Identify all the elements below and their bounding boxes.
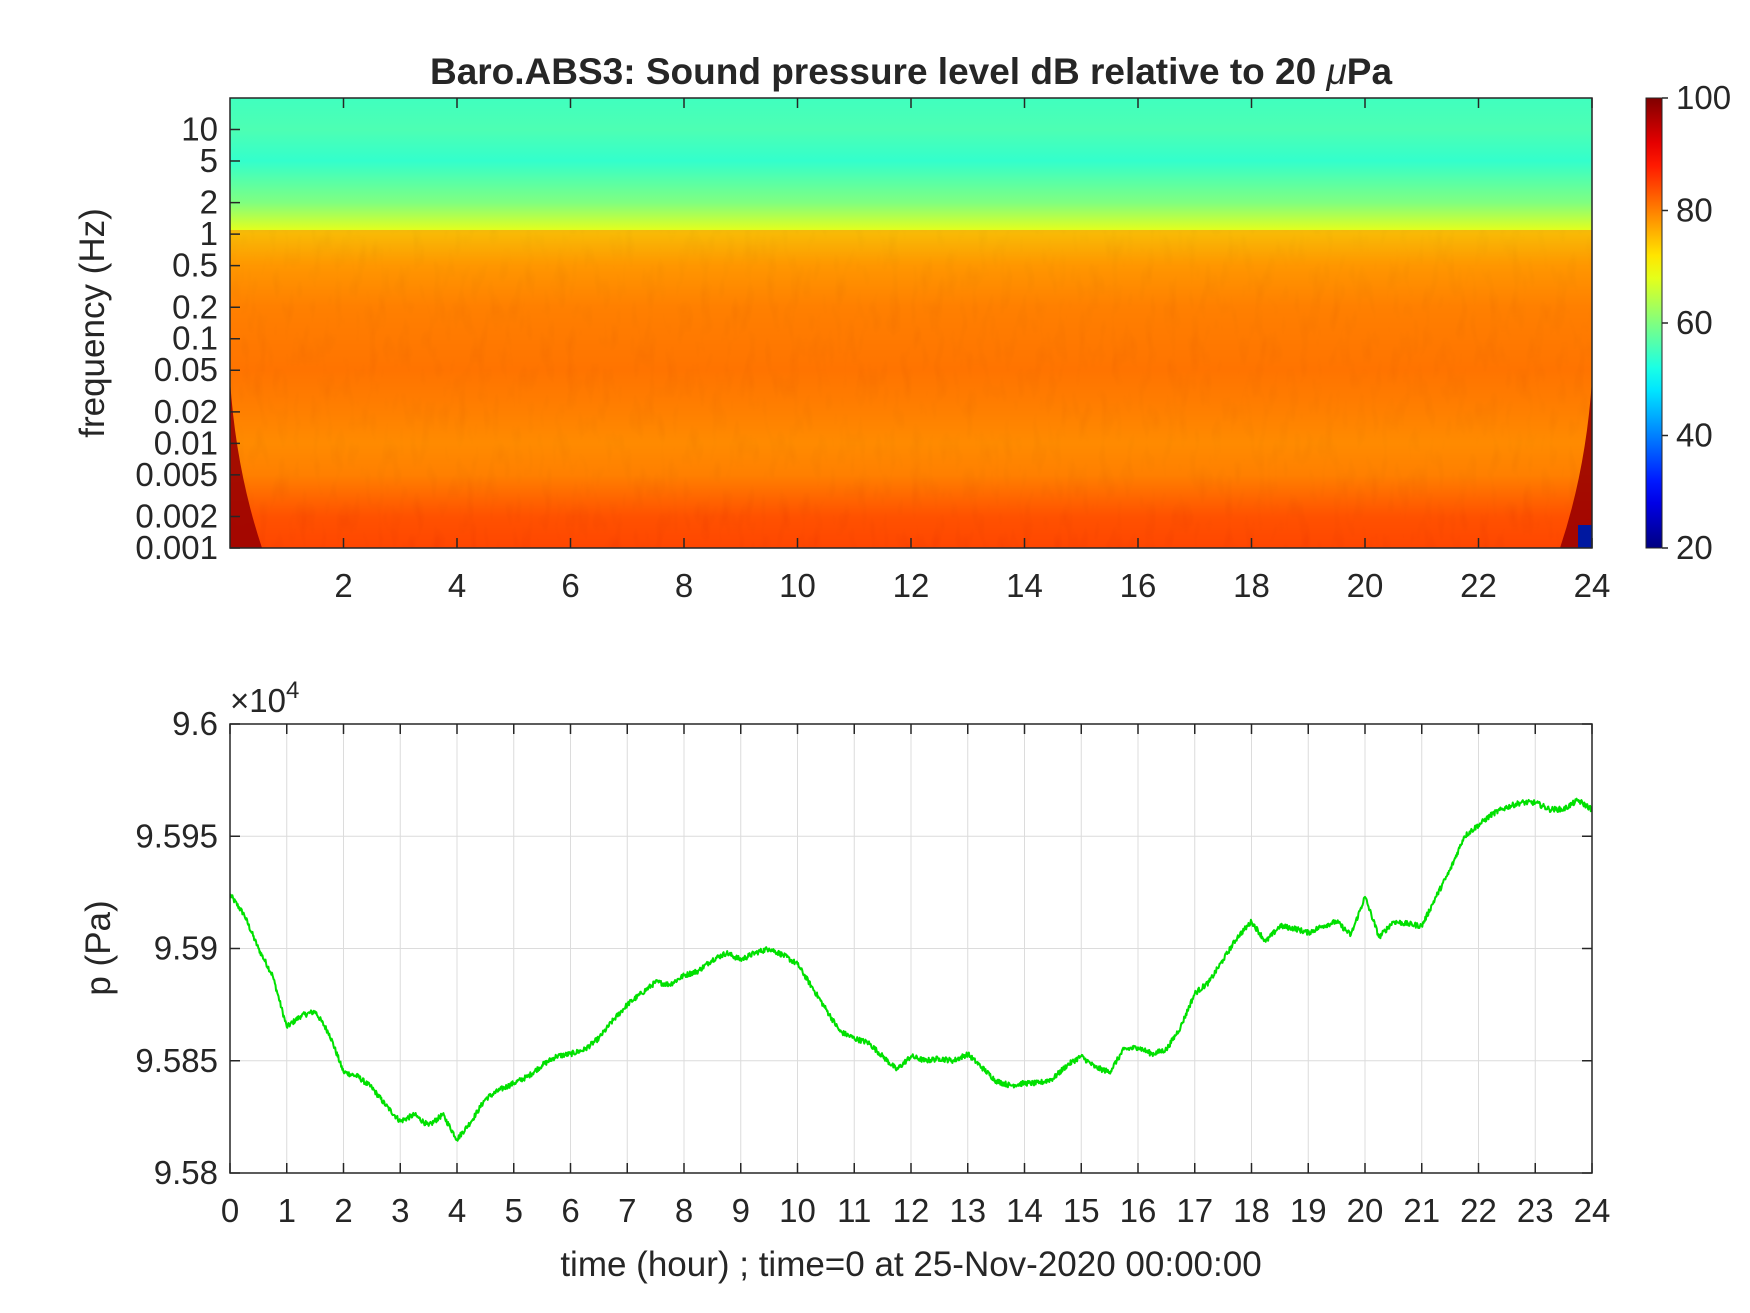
spectrogram-y-tick-label: 0.2 [172, 288, 218, 325]
spectrogram-x-tick-label: 20 [1347, 567, 1384, 604]
spectrogram-panel: Baro.ABS3: Sound pressure level dB relat… [73, 51, 1731, 604]
pressure-x-tick-label: 6 [561, 1192, 579, 1229]
spectrogram-left-edge [230, 380, 262, 548]
pressure-x-tick-label: 20 [1347, 1192, 1384, 1229]
pressure-x-ticks: 0 1 2 3 4 5 6 7 8 9 10 11 12 13 14 15 16 17 18 19 20 21 22 23 24 [221, 724, 1611, 1229]
colorbar-tick-label: 80 [1676, 192, 1713, 229]
pressure-x-tick-label: 13 [949, 1192, 986, 1229]
pressure-x-tick-label: 22 [1460, 1192, 1497, 1229]
pressure-y-tick-label: 9.585 [135, 1042, 218, 1079]
pressure-x-tick-label: 8 [675, 1192, 693, 1229]
pressure-x-tick-label: 21 [1403, 1192, 1440, 1229]
colorbar [1645, 97, 1663, 549]
pressure-x-tick-label: 15 [1063, 1192, 1100, 1229]
pressure-x-tick-label: 10 [779, 1192, 816, 1229]
pressure-x-tick-label: 18 [1233, 1192, 1270, 1229]
spectrogram-x-tick-label: 6 [561, 567, 579, 604]
colorbar-tick-label: 100 [1676, 79, 1731, 116]
spectrogram-x-tick-label: 10 [779, 567, 816, 604]
spectrogram-y-tick-label: 0.002 [135, 498, 218, 535]
spectrogram-y-ticks: 105 210.5 0.20.10.05 0.020.010.005 0.0020.00… [135, 110, 240, 566]
pressure-x-tick-label: 5 [505, 1192, 523, 1229]
pressure-x-tick-label: 14 [1006, 1192, 1043, 1229]
spectrogram-y-tick-label: 0.001 [135, 529, 218, 566]
spectrogram-x-tick-label: 16 [1120, 567, 1157, 604]
spectrogram-y-tick-label: 0.1 [172, 320, 218, 357]
pressure-x-tick-label: 0 [221, 1192, 239, 1229]
pressure-x-tick-label: 12 [893, 1192, 930, 1229]
spectrogram-y-tick-label: 5 [200, 142, 218, 179]
pressure-x-tick-label: 3 [391, 1192, 409, 1229]
spectrogram-right-edge [1560, 380, 1592, 548]
spectrogram-y-tick-label: 10 [181, 110, 218, 147]
pressure-y-tick-label: 9.59 [154, 930, 218, 967]
spectrogram-x-ticks: 2 4 6 8 10 12 14 16 18 20 22 24 [334, 98, 1610, 604]
colorbar-tick-label: 60 [1676, 304, 1713, 341]
pressure-y-label: p (Pa) [79, 900, 118, 995]
spectrogram-y-tick-label: 2 [200, 184, 218, 221]
spectrogram-y-tick-label: 0.02 [154, 393, 218, 430]
spectrogram-x-tick-label: 14 [1006, 567, 1043, 604]
pressure-x-tick-label: 24 [1574, 1192, 1611, 1229]
spectrogram-y-tick-label: 0.01 [154, 424, 218, 461]
spectrogram-x-tick-label: 18 [1233, 567, 1270, 604]
pressure-line [230, 797, 1592, 1142]
spectrogram-texture [230, 230, 1592, 548]
spectrogram-x-tick-label: 2 [334, 567, 352, 604]
pressure-x-tick-label: 23 [1517, 1192, 1554, 1229]
pressure-x-tick-label: 9 [732, 1192, 750, 1229]
spectrogram-y-tick-label: 0.005 [135, 456, 218, 493]
exponent-label: ×104 [230, 677, 299, 719]
pressure-x-tick-label: 1 [278, 1192, 296, 1229]
spectrogram-x-tick-label: 12 [893, 567, 930, 604]
colorbar-ticks: 100 80 60 40 20 [1662, 79, 1731, 566]
spectrogram-title: Baro.ABS3: Sound pressure level dB relat… [430, 51, 1392, 92]
pressure-x-tick-label: 17 [1176, 1192, 1213, 1229]
spectrogram-y-label: frequency (Hz) [73, 208, 112, 438]
pressure-x-tick-label: 7 [618, 1192, 636, 1229]
pressure-y-tick-label: 9.6 [172, 705, 218, 742]
spectrogram-x-tick-label: 8 [675, 567, 693, 604]
spectrogram-right-corner [1578, 525, 1592, 548]
colorbar-tick-label: 20 [1676, 529, 1713, 566]
spectrogram-y-tick-label: 0.05 [154, 351, 218, 388]
pressure-x-label: time (hour) ; time=0 at 25-Nov-2020 00:0… [560, 1245, 1261, 1284]
spectrogram-x-tick-label: 24 [1574, 567, 1611, 604]
spectrogram-x-tick-label: 4 [448, 567, 466, 604]
pressure-x-tick-label: 16 [1120, 1192, 1157, 1229]
spectrogram-y-tick-label: 0.5 [172, 247, 218, 284]
pressure-x-tick-label: 2 [334, 1192, 352, 1229]
spectrogram-x-tick-label: 22 [1460, 567, 1497, 604]
pressure-x-tick-label: 4 [448, 1192, 466, 1229]
pressure-x-tick-label: 11 [837, 1192, 871, 1229]
pressure-x-tick-label: 19 [1290, 1192, 1327, 1229]
pressure-y-tick-label: 9.595 [135, 817, 218, 854]
pressure-y-tick-label: 9.58 [154, 1154, 218, 1191]
pressure-panel: 0 1 2 3 4 5 6 7 8 9 10 11 12 13 14 15 16 17 18 19 20 21 22 23 24… [79, 677, 1610, 1284]
colorbar-tick-label: 40 [1676, 417, 1713, 454]
pressure-y-ticks: 9.6 9.595 9.59 9.585 9.58 [135, 705, 1592, 1191]
spectrogram-y-tick-label: 1 [200, 215, 218, 252]
